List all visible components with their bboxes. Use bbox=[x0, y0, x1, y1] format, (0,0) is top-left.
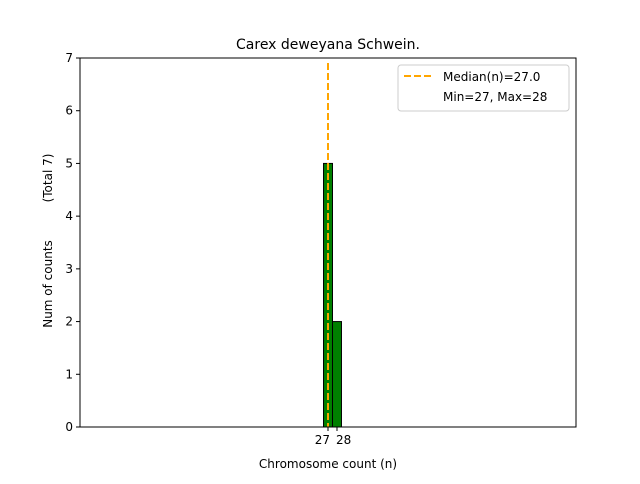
y-axis-total-label: (Total 7) bbox=[41, 154, 55, 203]
y-tick-label: 1 bbox=[65, 367, 73, 381]
y-tick-label: 6 bbox=[65, 104, 73, 118]
y-tick-label: 4 bbox=[65, 209, 73, 223]
legend-minmax: Min=27, Max=28 bbox=[443, 90, 547, 104]
y-tick-label: 3 bbox=[65, 262, 73, 276]
x-axis-label: Chromosome count (n) bbox=[259, 457, 397, 471]
x-tick-label: 27 bbox=[315, 433, 330, 447]
plot-frame bbox=[79, 57, 577, 428]
legend-median: Median(n)=27.0 bbox=[443, 70, 540, 84]
y-tick-label: 0 bbox=[65, 420, 73, 434]
y-tick-label: 2 bbox=[65, 315, 73, 329]
y-tick-label: 5 bbox=[65, 156, 73, 170]
legend: Median(n)=27.0 Min=27, Max=28 bbox=[397, 64, 570, 112]
chart-title: Carex deweyana Schwein. bbox=[236, 37, 420, 53]
legend-box bbox=[397, 64, 570, 112]
y-axis-label: Num of counts bbox=[41, 240, 55, 328]
bar-28 bbox=[331, 321, 342, 428]
y-tick-label: 7 bbox=[65, 51, 73, 65]
x-tick-label: 28 bbox=[336, 433, 351, 447]
